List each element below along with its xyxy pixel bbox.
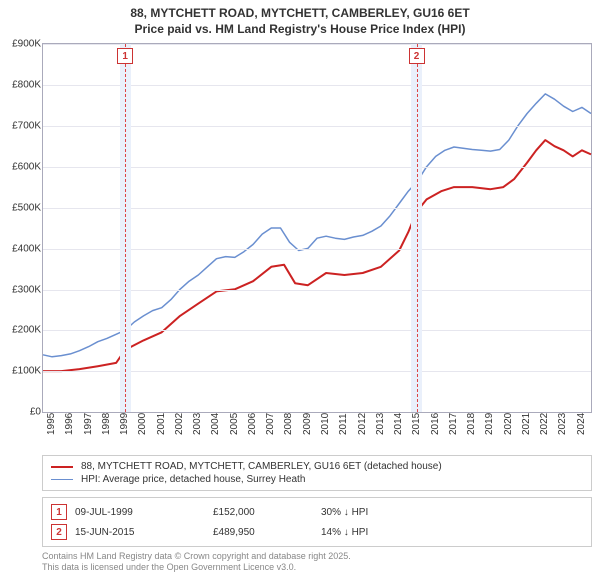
x-axis-tick: 2002 (174, 413, 185, 435)
sale-price: £489,950 (213, 527, 313, 538)
sale-price: £152,000 (213, 507, 313, 518)
x-axis-tick: 2001 (156, 413, 167, 435)
y-axis-tick: £200K (1, 325, 41, 336)
x-axis-tick: 2009 (302, 413, 313, 435)
legend-swatch (51, 466, 73, 468)
chart-figure: 88, MYTCHETT ROAD, MYTCHETT, CAMBERLEY, … (0, 0, 600, 560)
y-axis-tick: £300K (1, 284, 41, 295)
plot-area: £0£100K£200K£300K£400K£500K£600K£700K£80… (42, 43, 592, 413)
y-axis-tick: £700K (1, 120, 41, 131)
legend-swatch (51, 479, 73, 480)
x-axis-tick: 2023 (557, 413, 568, 435)
sale-date: 09-JUL-1999 (75, 507, 205, 518)
sales-table: 1 09-JUL-1999 £152,000 30% ↓ HPI 2 15-JU… (42, 497, 592, 547)
x-axis-tick: 2020 (503, 413, 514, 435)
y-axis-tick: £400K (1, 243, 41, 254)
legend-item-price-paid: 88, MYTCHETT ROAD, MYTCHETT, CAMBERLEY, … (51, 460, 583, 473)
title-line-2: Price paid vs. HM Land Registry's House … (0, 22, 600, 38)
x-axis-tick: 2016 (430, 413, 441, 435)
marker-badge: 1 (117, 48, 133, 64)
legend-label: 88, MYTCHETT ROAD, MYTCHETT, CAMBERLEY, … (81, 461, 442, 472)
y-axis-tick: £900K (1, 39, 41, 50)
x-axis-tick: 2019 (484, 413, 495, 435)
x-axis-tick: 2011 (338, 414, 349, 436)
x-axis-tick: 2015 (411, 413, 422, 435)
sale-hpi-delta: 30% ↓ HPI (321, 507, 583, 518)
x-axis-tick: 2012 (357, 413, 368, 435)
x-axis-tick: 2018 (466, 413, 477, 435)
x-axis-tick: 2014 (393, 413, 404, 435)
footnote-line: This data is licensed under the Open Gov… (42, 562, 592, 573)
x-axis-tick: 2003 (192, 413, 203, 435)
sale-hpi-delta: 14% ↓ HPI (321, 527, 583, 538)
footnote-line: Contains HM Land Registry data © Crown c… (42, 551, 592, 562)
x-axis-tick: 1999 (119, 413, 130, 435)
y-axis-tick: £800K (1, 80, 41, 91)
x-axis-tick: 1998 (101, 413, 112, 435)
chart-title: 88, MYTCHETT ROAD, MYTCHETT, CAMBERLEY, … (0, 0, 600, 37)
sales-row: 2 15-JUN-2015 £489,950 14% ↓ HPI (51, 522, 583, 542)
marker-tag: 1 (117, 48, 133, 64)
x-axis-tick: 2004 (210, 413, 221, 435)
x-axis-tick: 2006 (247, 413, 258, 435)
x-axis-tick: 2021 (521, 413, 532, 435)
footnote: Contains HM Land Registry data © Crown c… (42, 551, 592, 574)
x-axis-tick: 2008 (283, 413, 294, 435)
marker-badge: 2 (409, 48, 425, 64)
x-axis-tick: 2010 (320, 413, 331, 435)
sales-row: 1 09-JUL-1999 £152,000 30% ↓ HPI (51, 502, 583, 522)
x-axis-tick: 2022 (539, 413, 550, 435)
x-axis-tick: 2007 (265, 413, 276, 435)
x-axis-tick: 2013 (375, 413, 386, 435)
x-axis-tick: 2000 (137, 413, 148, 435)
x-axis-tick: 2024 (576, 413, 587, 435)
x-axis-tick: 2017 (448, 413, 459, 435)
x-axis-tick: 1995 (46, 413, 57, 435)
marker-badge: 2 (51, 524, 67, 540)
y-axis-tick: £0 (1, 407, 41, 418)
title-line-1: 88, MYTCHETT ROAD, MYTCHETT, CAMBERLEY, … (0, 6, 600, 22)
x-axis-tick: 1997 (83, 413, 94, 435)
y-axis-tick: £100K (1, 366, 41, 377)
marker-tag: 2 (409, 48, 425, 64)
legend: 88, MYTCHETT ROAD, MYTCHETT, CAMBERLEY, … (42, 455, 592, 491)
marker-dashed-line (125, 44, 126, 412)
legend-item-hpi: HPI: Average price, detached house, Surr… (51, 473, 583, 486)
marker-badge: 1 (51, 504, 67, 520)
x-axis-tick: 2005 (229, 413, 240, 435)
y-axis-tick: £500K (1, 202, 41, 213)
y-axis-tick: £600K (1, 161, 41, 172)
marker-dashed-line (417, 44, 418, 412)
sale-date: 15-JUN-2015 (75, 527, 205, 538)
legend-label: HPI: Average price, detached house, Surr… (81, 474, 305, 485)
x-axis-tick: 1996 (64, 413, 75, 435)
